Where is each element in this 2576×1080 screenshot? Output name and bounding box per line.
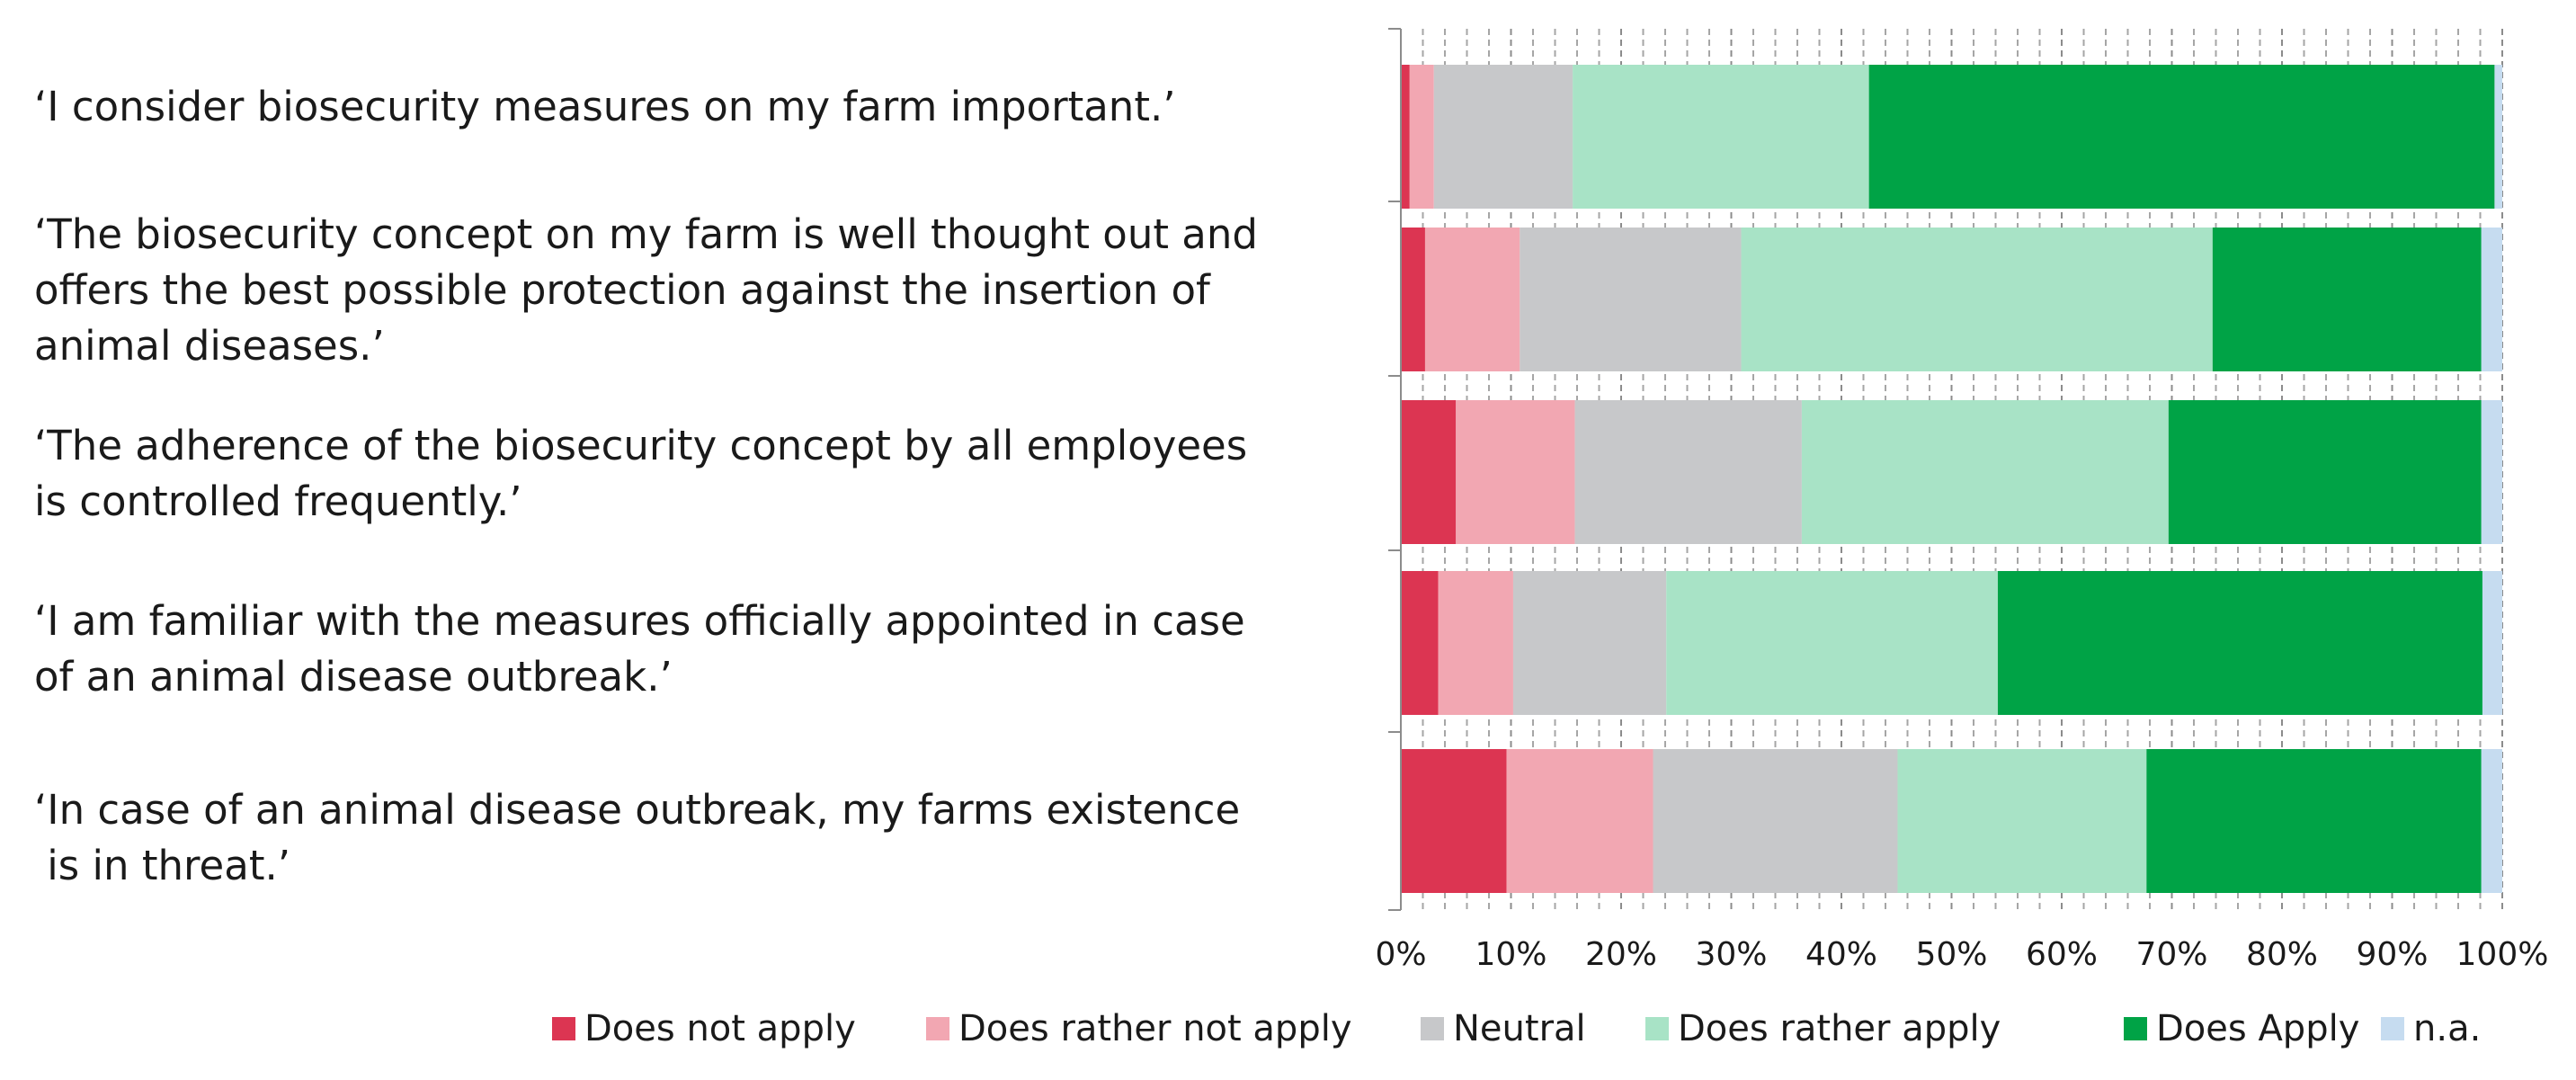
bar-segment-does-rather-not-apply: [1424, 228, 1520, 371]
category-label-line: is controlled frequently.’: [34, 478, 522, 525]
bars-group: [1401, 65, 2502, 893]
bar-segment-does-not-apply: [1401, 749, 1507, 893]
legend-label: Neutral: [1453, 1008, 1586, 1049]
category-labels: ‘I consider biosecurity measures on my f…: [34, 83, 1258, 889]
category-label-line: animal diseases.’: [34, 322, 385, 370]
bar-segment-does-rather-apply: [1741, 228, 2213, 371]
bar-segment-does-not-apply: [1401, 65, 1410, 209]
legend-swatch: [1645, 1017, 1669, 1040]
legend-swatch: [2124, 1017, 2147, 1040]
bar-segment-n-a: [2481, 749, 2502, 893]
bar-segment-neutral: [1520, 228, 1742, 371]
bar-segment-does-apply: [1868, 65, 2495, 209]
category-label: ‘I am familiar with the measures officia…: [34, 597, 1245, 701]
bar-segment-does-apply: [1997, 571, 2482, 715]
category-label-line: is in threat.’: [34, 842, 290, 889]
legend-label: Does rather not apply: [958, 1008, 1352, 1049]
x-tick-label: 80%: [2246, 936, 2318, 973]
bar-segment-n-a: [2481, 400, 2502, 544]
bar-segment-does-rather-apply: [1801, 400, 2169, 544]
x-tick-labels: 0% 10% 20% 30% 40% 50% 60% 70% 80% 90% 100%: [1375, 936, 2548, 973]
bar-segment-does-rather-not-apply: [1438, 571, 1513, 715]
bar-segment-does-apply: [2168, 400, 2482, 544]
category-label-line: ‘In case of an animal disease outbreak, …: [34, 786, 1240, 834]
bar-segment-does-rather-not-apply: [1409, 65, 1434, 209]
category-label-line: ‘The biosecurity concept on my farm is w…: [34, 210, 1258, 258]
x-tick-label: 70%: [2135, 936, 2207, 973]
category-label-line: of an animal disease outbreak.’: [34, 653, 673, 701]
bar-segment-does-rather-not-apply: [1506, 749, 1653, 893]
x-tick-label: 60%: [2026, 936, 2098, 973]
category-label-line: offers the best possible protection agai…: [34, 266, 1211, 314]
x-tick-label: 30%: [1695, 936, 1767, 973]
bar-segment-neutral: [1574, 400, 1802, 544]
bar-segment-neutral: [1433, 65, 1573, 209]
bar-segment-does-not-apply: [1401, 400, 1457, 544]
bar-segment-does-rather-apply: [1897, 749, 2147, 893]
category-label: ‘I consider biosecurity measures on my f…: [34, 83, 1176, 130]
x-tick-label: 0%: [1375, 936, 1426, 973]
legend-swatch: [926, 1017, 949, 1040]
category-label-line: ‘I am familiar with the measures officia…: [34, 597, 1245, 645]
bar-segment-does-rather-apply: [1666, 571, 1998, 715]
bar-segment-does-apply: [2146, 749, 2482, 893]
bar-segment-does-not-apply: [1401, 571, 1439, 715]
category-label-line: ‘I consider biosecurity measures on my f…: [34, 83, 1176, 130]
legend-swatch: [552, 1017, 575, 1040]
x-tick-label: 10%: [1475, 936, 1546, 973]
bar-segment-does-not-apply: [1401, 228, 1425, 371]
x-tick-label: 50%: [1915, 936, 1987, 973]
x-tick-label: 20%: [1585, 936, 1657, 973]
x-tick-label: 40%: [1805, 936, 1877, 973]
bar-segment-n-a: [2494, 65, 2502, 209]
x-tick-label: 90%: [2356, 936, 2428, 973]
y-axis: [1388, 28, 1402, 911]
bar-segment-n-a: [2482, 571, 2502, 715]
legend-label: Does Apply: [2156, 1008, 2359, 1049]
category-label: ‘The adherence of the biosecurity concep…: [34, 422, 1247, 525]
legend-swatch: [1421, 1017, 1444, 1040]
bar-segment-neutral: [1653, 749, 1898, 893]
legend-label: Does rather apply: [1678, 1008, 2001, 1049]
bar-segment-does-rather-apply: [1573, 65, 1869, 209]
legend-label: Does not apply: [584, 1008, 856, 1049]
category-label-line: ‘The adherence of the biosecurity concep…: [34, 422, 1247, 469]
bar-segment-does-rather-not-apply: [1456, 400, 1575, 544]
category-label: ‘The biosecurity concept on my farm is w…: [34, 210, 1258, 370]
legend-label: n.a.: [2413, 1008, 2481, 1049]
bar-segment-n-a: [2481, 228, 2502, 371]
bar-segment-does-apply: [2212, 228, 2482, 371]
bar-segment-neutral: [1512, 571, 1667, 715]
legend-swatch: [2381, 1017, 2404, 1040]
legend: Does not apply Does rather not apply Neutr…: [552, 1008, 2481, 1049]
category-label: ‘In case of an animal disease outbreak, …: [34, 786, 1240, 889]
x-tick-label: 100%: [2456, 936, 2549, 973]
